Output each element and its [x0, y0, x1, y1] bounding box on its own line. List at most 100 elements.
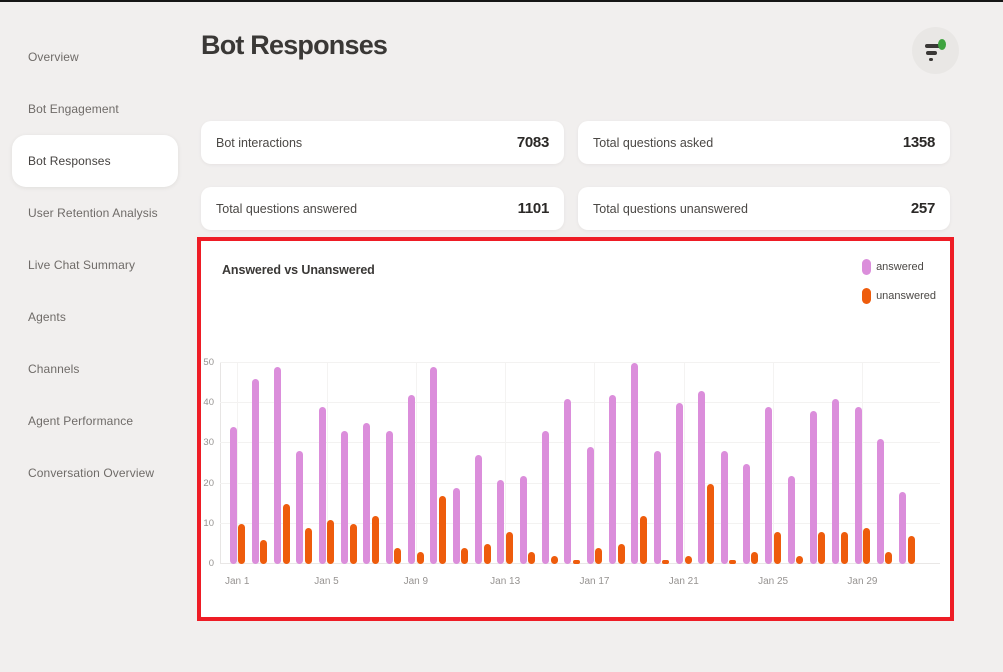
answered-bar-jan-6[interactable]: [341, 431, 349, 564]
x-tick-label: Jan 1: [224, 576, 250, 587]
gridline-x: [505, 363, 507, 564]
answered-bar-jan-7[interactable]: [363, 423, 371, 564]
unanswered-bar-jan-18[interactable]: [617, 543, 625, 564]
sidebar-item-agents[interactable]: Agents: [28, 310, 66, 324]
answered-bar-jan-14[interactable]: [519, 475, 527, 564]
y-axis-line: [220, 363, 221, 564]
answered-bar-jan-18[interactable]: [609, 395, 617, 564]
filter-icon: [925, 39, 947, 61]
x-tick-label: Jan 9: [403, 576, 429, 587]
unanswered-bar-jan-10[interactable]: [438, 495, 446, 564]
unanswered-bar-jan-29[interactable]: [863, 527, 871, 564]
unanswered-bar-jan-13[interactable]: [505, 531, 513, 564]
answered-bar-jan-28[interactable]: [832, 399, 840, 564]
unanswered-bar-jan-19[interactable]: [639, 515, 647, 564]
unanswered-bar-jan-17[interactable]: [595, 547, 603, 564]
unanswered-bar-jan-21[interactable]: [684, 555, 692, 564]
unanswered-bar-jan-1[interactable]: [237, 523, 245, 564]
answered-bar-jan-22[interactable]: [698, 391, 706, 564]
unanswered-bar-jan-26[interactable]: [796, 555, 804, 564]
gridline-x: [594, 363, 596, 564]
answered-bar-jan-15[interactable]: [542, 431, 550, 564]
unanswered-bar-jan-16[interactable]: [572, 559, 580, 564]
gridline-x: [415, 363, 417, 564]
answered-bar-jan-23[interactable]: [720, 451, 728, 564]
legend-item-unanswered[interactable]: unanswered: [862, 288, 936, 304]
answered-bar-jan-8[interactable]: [385, 431, 393, 564]
answered-bar-jan-27[interactable]: [810, 411, 818, 564]
chart-title: Answered vs Unanswered: [222, 263, 375, 277]
x-tick-label: Jan 29: [847, 576, 878, 587]
unanswered-bar-jan-31[interactable]: [907, 535, 915, 564]
legend-label: answered: [876, 261, 924, 273]
answered-bar-jan-20[interactable]: [653, 451, 661, 564]
legend-item-answered[interactable]: answered: [862, 259, 936, 275]
stat-label: Total questions asked: [593, 135, 714, 150]
answered-bar-jan-16[interactable]: [564, 399, 572, 564]
unanswered-bar-jan-15[interactable]: [550, 555, 558, 564]
filter-status-dot: [938, 39, 946, 50]
answered-bar-jan-17[interactable]: [586, 447, 594, 564]
answered-bar-jan-5[interactable]: [318, 407, 326, 564]
unanswered-legend-swatch: [862, 288, 872, 304]
answered-bar-jan-21[interactable]: [676, 403, 684, 564]
sidebar-item-agent-performance[interactable]: Agent Performance: [28, 414, 134, 428]
answered-bar-jan-30[interactable]: [877, 439, 885, 564]
unanswered-bar-jan-5[interactable]: [327, 519, 335, 564]
sidebar-item-overview[interactable]: Overview: [28, 50, 79, 64]
sidebar-item-live-chat-summary[interactable]: Live Chat Summary: [28, 258, 136, 272]
gridline-y-50: [220, 362, 940, 363]
filter-button[interactable]: [912, 27, 959, 74]
unanswered-bar-jan-2[interactable]: [260, 539, 268, 564]
answered-bar-jan-26[interactable]: [787, 475, 795, 564]
unanswered-bar-jan-25[interactable]: [773, 531, 781, 564]
unanswered-bar-jan-28[interactable]: [840, 531, 848, 564]
unanswered-bar-jan-20[interactable]: [662, 559, 670, 564]
answered-bar-jan-31[interactable]: [899, 491, 907, 564]
window-top-border: [0, 0, 1003, 2]
unanswered-bar-jan-14[interactable]: [528, 551, 536, 564]
answered-bar-jan-11[interactable]: [452, 487, 460, 564]
sidebar-item-bot-engagement[interactable]: Bot Engagement: [28, 102, 119, 116]
unanswered-bar-jan-6[interactable]: [349, 523, 357, 564]
y-tick-label: 0: [208, 558, 214, 569]
annotation-red-box: Answered vs Unanswered answered unanswer…: [197, 237, 954, 621]
answered-bar-jan-19[interactable]: [631, 363, 639, 564]
answered-bar-jan-1[interactable]: [229, 427, 237, 564]
answered-bar-jan-4[interactable]: [296, 451, 304, 564]
answered-bar-jan-29[interactable]: [854, 407, 862, 564]
sidebar-item-channels[interactable]: Channels: [28, 362, 80, 376]
unanswered-bar-jan-3[interactable]: [282, 503, 290, 564]
answered-bar-jan-9[interactable]: [408, 395, 416, 564]
answered-bar-jan-3[interactable]: [274, 367, 282, 564]
stat-card-questions-answered: Total questions answered 1101: [201, 187, 564, 230]
page-title: Bot Responses: [201, 30, 388, 60]
answered-bar-jan-24[interactable]: [743, 463, 751, 564]
answered-bar-jan-2[interactable]: [251, 379, 259, 564]
unanswered-bar-jan-30[interactable]: [885, 551, 893, 564]
unanswered-bar-jan-27[interactable]: [818, 531, 826, 564]
unanswered-bar-jan-8[interactable]: [394, 547, 402, 564]
y-tick-label: 50: [203, 357, 214, 368]
y-tick-label: 10: [203, 517, 214, 529]
sidebar-item-bot-responses[interactable]: Bot Responses: [12, 135, 178, 187]
answered-bar-jan-12[interactable]: [475, 455, 483, 564]
gridline-x: [683, 363, 685, 564]
sidebar-item-user-retention-analysis[interactable]: User Retention Analysis: [28, 206, 158, 220]
stat-value: 7083: [516, 134, 549, 151]
unanswered-bar-jan-12[interactable]: [483, 543, 491, 564]
unanswered-bar-jan-23[interactable]: [729, 559, 737, 564]
chart-legend: answered unanswered: [862, 259, 936, 304]
unanswered-bar-jan-22[interactable]: [706, 483, 714, 564]
unanswered-bar-jan-4[interactable]: [304, 527, 312, 564]
answered-bar-jan-13[interactable]: [497, 479, 505, 564]
answered-bar-jan-10[interactable]: [430, 367, 438, 564]
x-tick-label: Jan 17: [579, 576, 610, 587]
unanswered-bar-jan-24[interactable]: [751, 551, 759, 564]
unanswered-bar-jan-9[interactable]: [416, 551, 424, 564]
answered-bar-jan-25[interactable]: [765, 407, 773, 564]
stat-card-questions-asked: Total questions asked 1358: [578, 121, 950, 164]
unanswered-bar-jan-11[interactable]: [461, 547, 469, 564]
unanswered-bar-jan-7[interactable]: [371, 515, 379, 564]
sidebar-item-conversation-overview[interactable]: Conversation Overview: [28, 466, 155, 480]
